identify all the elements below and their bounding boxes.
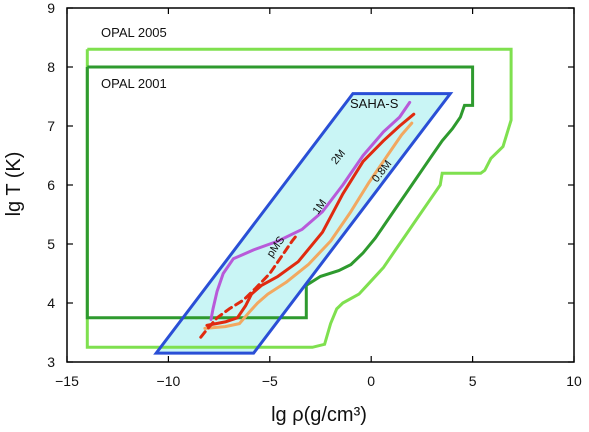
region-opal-2005 [85,47,513,349]
y-tick-label-7: 7 [47,118,55,134]
region-saha-s-fill [156,93,451,354]
series-line-pms [199,231,300,339]
x-tick-label-10: 10 [566,373,582,389]
label-opal-2001: OPAL 2001 [101,76,167,91]
y-tick-label-5: 5 [47,236,55,252]
x-tick-label--15: −15 [55,373,79,389]
series-line-0-8m [203,121,414,330]
x-tick-label-0: 0 [367,373,375,389]
series-line-1m [205,112,416,327]
region-opal-2001 [85,65,475,320]
y-tick-label-8: 8 [47,59,55,75]
region-saha-s-outline [153,92,454,355]
x-tick-label-5: 5 [469,373,477,389]
y-tick-label-4: 4 [47,295,55,311]
y-tick-label-3: 3 [47,354,55,370]
label-opal-2005: OPAL 2005 [101,25,167,40]
x-axis-title: lg ρ(g/cm³) [271,404,367,426]
x-tick-label--10: −10 [157,373,181,389]
y-tick-label-9: 9 [47,0,55,16]
y-axis-title: lg T (K) [3,152,25,217]
series-line-2m [209,100,412,321]
x-tick-label--5: −5 [262,373,278,389]
y-tick-label-6: 6 [47,177,55,193]
plot-area: −15 −10 −5 0 5 10 3 4 5 6 7 8 9 [47,0,582,389]
label-saha-s: SAHA-S [350,96,399,111]
